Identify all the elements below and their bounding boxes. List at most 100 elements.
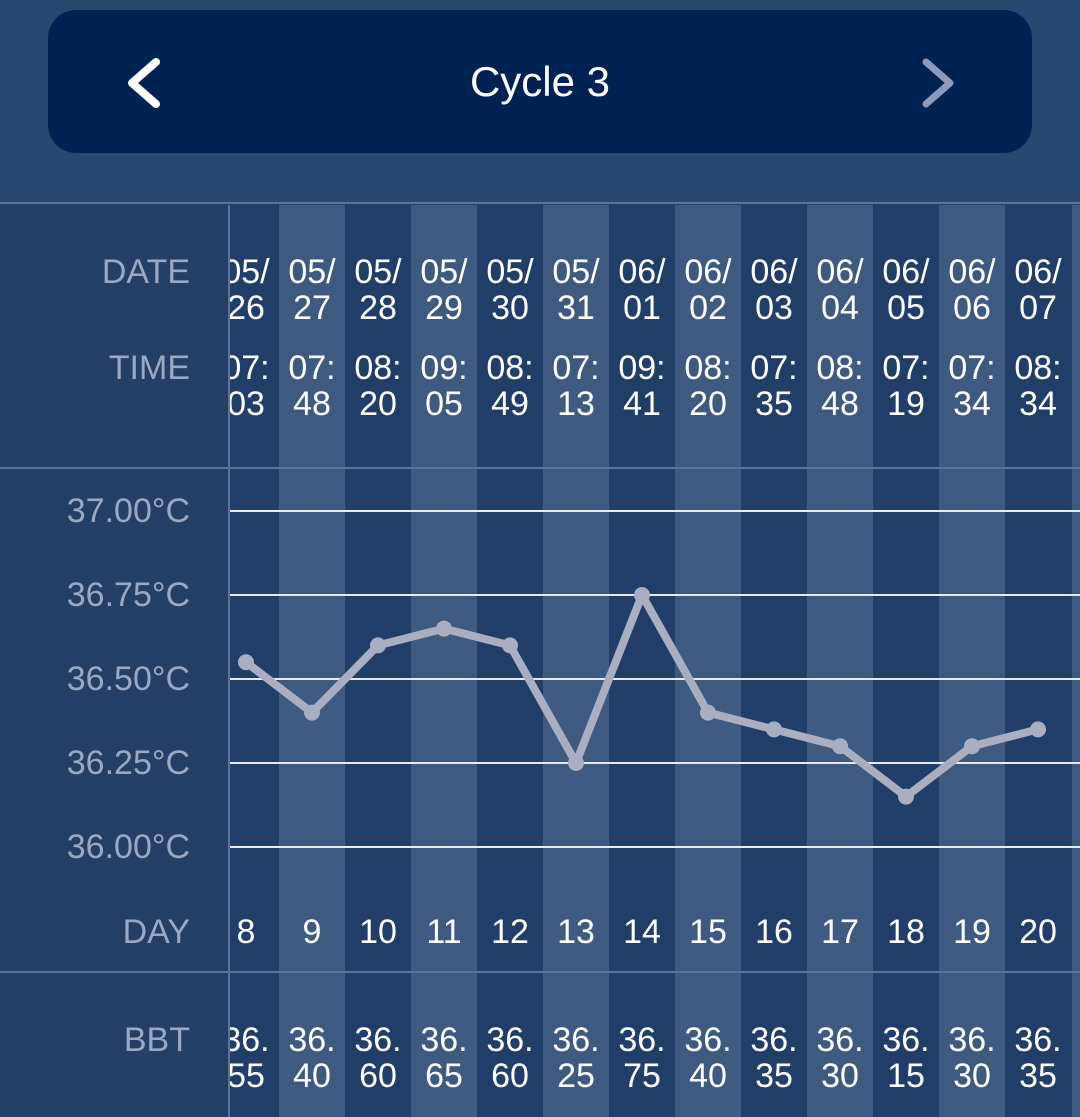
- row-label: DAY: [122, 913, 190, 951]
- divider: [0, 971, 1080, 973]
- time-cell: 08:49: [486, 349, 534, 423]
- date-cell: 05/28: [354, 253, 402, 327]
- cycle-nav: Cycle 3: [48, 10, 1032, 153]
- row-label: TIME: [108, 349, 190, 387]
- time-cell: 09:41: [618, 349, 666, 423]
- date-cell: 06/06: [948, 253, 996, 327]
- time-cell: 08:20: [354, 349, 402, 423]
- time-cell: 08:20: [684, 349, 732, 423]
- date-cell: 06/02: [684, 253, 732, 327]
- time-cell: 09:05: [420, 349, 468, 423]
- y-tick-label: 37.00°C: [66, 492, 190, 530]
- stripe: [873, 205, 939, 1117]
- date-cell: 05/31: [552, 253, 600, 327]
- bbt-cell: 36.40: [684, 1021, 732, 1095]
- bbt-cell: 36.60: [486, 1021, 534, 1095]
- cycle-title: Cycle 3: [469, 58, 611, 105]
- bbt-point: [832, 738, 848, 755]
- bbt-point: [568, 755, 584, 771]
- date-cell: 06/07: [1014, 253, 1062, 327]
- row-label: BBT: [123, 1021, 190, 1059]
- nav-icons: [128, 58, 954, 108]
- stripe: [741, 205, 807, 1117]
- y-tick-label: 36.50°C: [66, 660, 190, 698]
- bbt-cell: 36.30: [816, 1021, 864, 1095]
- table-body: 05/26 07:03 8 36.55 05/27 07:48 9 36.40 05/28 08:…: [230, 205, 1080, 1117]
- y-tick-label: 36.25°C: [66, 744, 190, 782]
- day-label: 8: [236, 913, 256, 951]
- day-label: 14: [623, 913, 661, 951]
- date-cell: 06/05: [882, 253, 930, 327]
- next-button[interactable]: [922, 58, 954, 108]
- bbt-line: [243, 591, 1039, 801]
- y-tick-label: 36.75°C: [66, 576, 190, 614]
- bbt-point: [700, 704, 716, 721]
- bbt-point: [502, 637, 518, 654]
- day-label: 16: [755, 913, 793, 951]
- stripe: [411, 205, 477, 1117]
- bbt-point: [634, 587, 650, 603]
- day-label: 13: [557, 913, 595, 951]
- time-cell: 07:03: [230, 349, 270, 423]
- day-label: 20: [1019, 913, 1057, 951]
- date-cell: 05/29: [420, 253, 468, 327]
- bbt-cell: 36.35: [750, 1021, 798, 1095]
- date-cell: 06/04: [816, 253, 864, 327]
- bbt-point: [370, 637, 386, 654]
- prev-button[interactable]: [128, 58, 160, 108]
- stripe: [1005, 205, 1071, 1117]
- divider: [0, 467, 1080, 469]
- divider: [0, 202, 1080, 204]
- day-label: 17: [821, 913, 859, 951]
- bbt-cell: 36.30: [948, 1021, 996, 1095]
- time-cell: 07:48: [288, 349, 336, 423]
- day-label: 10: [359, 913, 397, 951]
- bbt-cell: 36.40: [288, 1021, 336, 1095]
- stripe: [939, 205, 1005, 1117]
- day-label: 19: [953, 913, 991, 951]
- bbt-cell: 36.25: [552, 1021, 600, 1095]
- top-bar: Cycle 3: [0, 0, 1080, 203]
- stripe: [279, 205, 345, 1117]
- bbt-point: [304, 704, 320, 721]
- date-cell: 06/01: [618, 253, 666, 327]
- date-cell: 05/30: [486, 253, 534, 327]
- bbt-point: [436, 620, 452, 637]
- stripe: [675, 205, 741, 1117]
- time-cell: 07:13: [552, 349, 600, 423]
- day-label: 11: [426, 913, 462, 951]
- stripe: [1072, 205, 1080, 1117]
- day-label: 12: [491, 913, 529, 951]
- bbt-cell: 36.15: [882, 1021, 930, 1095]
- time-cell: 07:35: [750, 349, 798, 423]
- bbt-cell: 36.35: [1014, 1021, 1062, 1095]
- stripe: [807, 205, 873, 1117]
- day-label: 15: [689, 913, 727, 951]
- bbt-cell: 36.55: [230, 1021, 270, 1095]
- label-column: DATE TIME DAY BBT 36.00°C 36.25°C 36.50°C 3…: [0, 205, 230, 1117]
- bbt-cell: 36.60: [354, 1021, 402, 1095]
- bbt-point: [1030, 721, 1046, 738]
- bbt-point: [898, 788, 914, 805]
- y-tick-label: 36.00°C: [66, 828, 190, 866]
- date-cell: 05/26: [230, 253, 270, 327]
- time-cell: 07:19: [882, 349, 930, 423]
- bbt-chart: [230, 510, 1080, 848]
- stripe: [543, 205, 609, 1117]
- time-cell: 07:34: [948, 349, 996, 423]
- date-cell: 05/27: [288, 253, 336, 327]
- bbt-point: [964, 738, 980, 755]
- bbt-cell: 36.65: [420, 1021, 468, 1095]
- stripe: [345, 205, 411, 1117]
- row-label: DATE: [101, 253, 190, 291]
- time-cell: 08:34: [1014, 349, 1062, 423]
- time-cell: 08:48: [816, 349, 864, 423]
- day-label: 18: [887, 913, 925, 951]
- bbt-point: [766, 721, 782, 738]
- day-label: 9: [302, 913, 322, 951]
- bbt-point: [238, 654, 254, 671]
- date-cell: 06/03: [750, 253, 798, 327]
- stripe: [477, 205, 543, 1117]
- bbt-cell: 36.75: [618, 1021, 666, 1095]
